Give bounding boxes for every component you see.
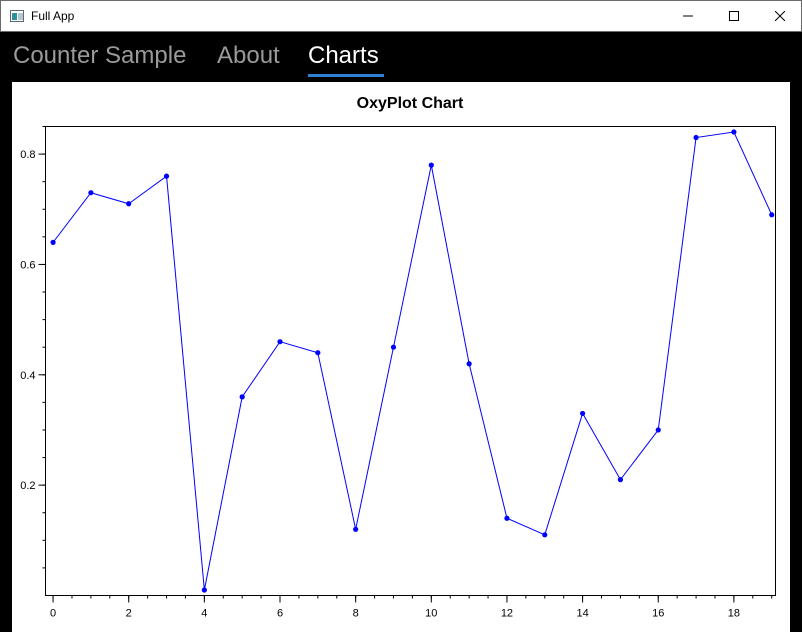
data-point bbox=[428, 162, 434, 168]
x-tick-label: 12 bbox=[501, 608, 513, 620]
minimize-icon bbox=[683, 15, 693, 17]
tab-charts[interactable]: Charts bbox=[308, 42, 379, 69]
data-point bbox=[504, 515, 510, 521]
app-icon bbox=[10, 10, 24, 22]
data-point bbox=[201, 587, 207, 593]
data-point bbox=[579, 410, 586, 417]
x-tick-label: 8 bbox=[353, 608, 359, 620]
y-tick-label: 0.4 bbox=[20, 370, 35, 382]
maximize-button[interactable] bbox=[711, 1, 757, 31]
chart-title: OxyPlot Chart bbox=[357, 95, 464, 112]
data-point bbox=[769, 212, 775, 218]
minimize-button[interactable] bbox=[665, 1, 711, 31]
data-point bbox=[542, 532, 548, 538]
data-point bbox=[50, 239, 56, 245]
tab-counter-sample[interactable]: Counter Sample bbox=[13, 42, 187, 69]
data-point bbox=[390, 344, 397, 350]
data-point bbox=[163, 173, 170, 179]
title-bar: Full App bbox=[0, 0, 802, 32]
tab-about[interactable]: About bbox=[217, 42, 280, 69]
series-layer bbox=[50, 129, 775, 593]
x-tick-label: 4 bbox=[201, 608, 207, 620]
x-tick-label: 18 bbox=[728, 608, 740, 620]
data-point bbox=[466, 361, 472, 367]
axes: 0 2 4 6 8 10 12 14 16 18 0.2 0.4 0.6 0.8 bbox=[20, 126, 773, 620]
data-point bbox=[239, 394, 245, 400]
plot-frame bbox=[45, 126, 776, 596]
active-tab-indicator bbox=[308, 74, 384, 77]
close-icon bbox=[775, 11, 785, 21]
data-point bbox=[277, 339, 283, 345]
nav-bar: Counter Sample About Charts bbox=[0, 32, 802, 80]
y-tick-label: 0.6 bbox=[20, 259, 35, 271]
oxyplot-chart: OxyPlot Chart 0 2 4 6 8 10 12 14 16 18 0.2 0.4 0.6 0.… bbox=[20, 95, 776, 620]
close-button[interactable] bbox=[757, 1, 802, 31]
x-tick-label: 10 bbox=[425, 608, 437, 620]
data-point bbox=[617, 477, 624, 483]
x-tick-label: 0 bbox=[50, 608, 56, 620]
x-tick-label: 2 bbox=[126, 608, 132, 620]
series-line bbox=[52, 131, 773, 591]
data-point bbox=[731, 129, 737, 135]
data-point bbox=[88, 190, 94, 196]
data-point bbox=[655, 427, 661, 433]
data-point bbox=[126, 201, 132, 207]
x-tick-label: 14 bbox=[576, 608, 588, 620]
y-tick-label: 0.8 bbox=[20, 149, 35, 161]
y-tick-label: 0.2 bbox=[20, 480, 35, 492]
window-title: Full App bbox=[31, 9, 75, 23]
maximize-icon bbox=[729, 11, 739, 21]
data-point bbox=[315, 350, 321, 356]
x-tick-label: 16 bbox=[652, 608, 664, 620]
data-point bbox=[693, 134, 699, 141]
x-tick-label: 6 bbox=[277, 608, 283, 620]
plot-view: OxyPlot Chart 0 2 4 6 8 10 12 14 16 18 0.2 0.4 0.6 0.… bbox=[12, 82, 790, 632]
data-point bbox=[353, 526, 359, 532]
